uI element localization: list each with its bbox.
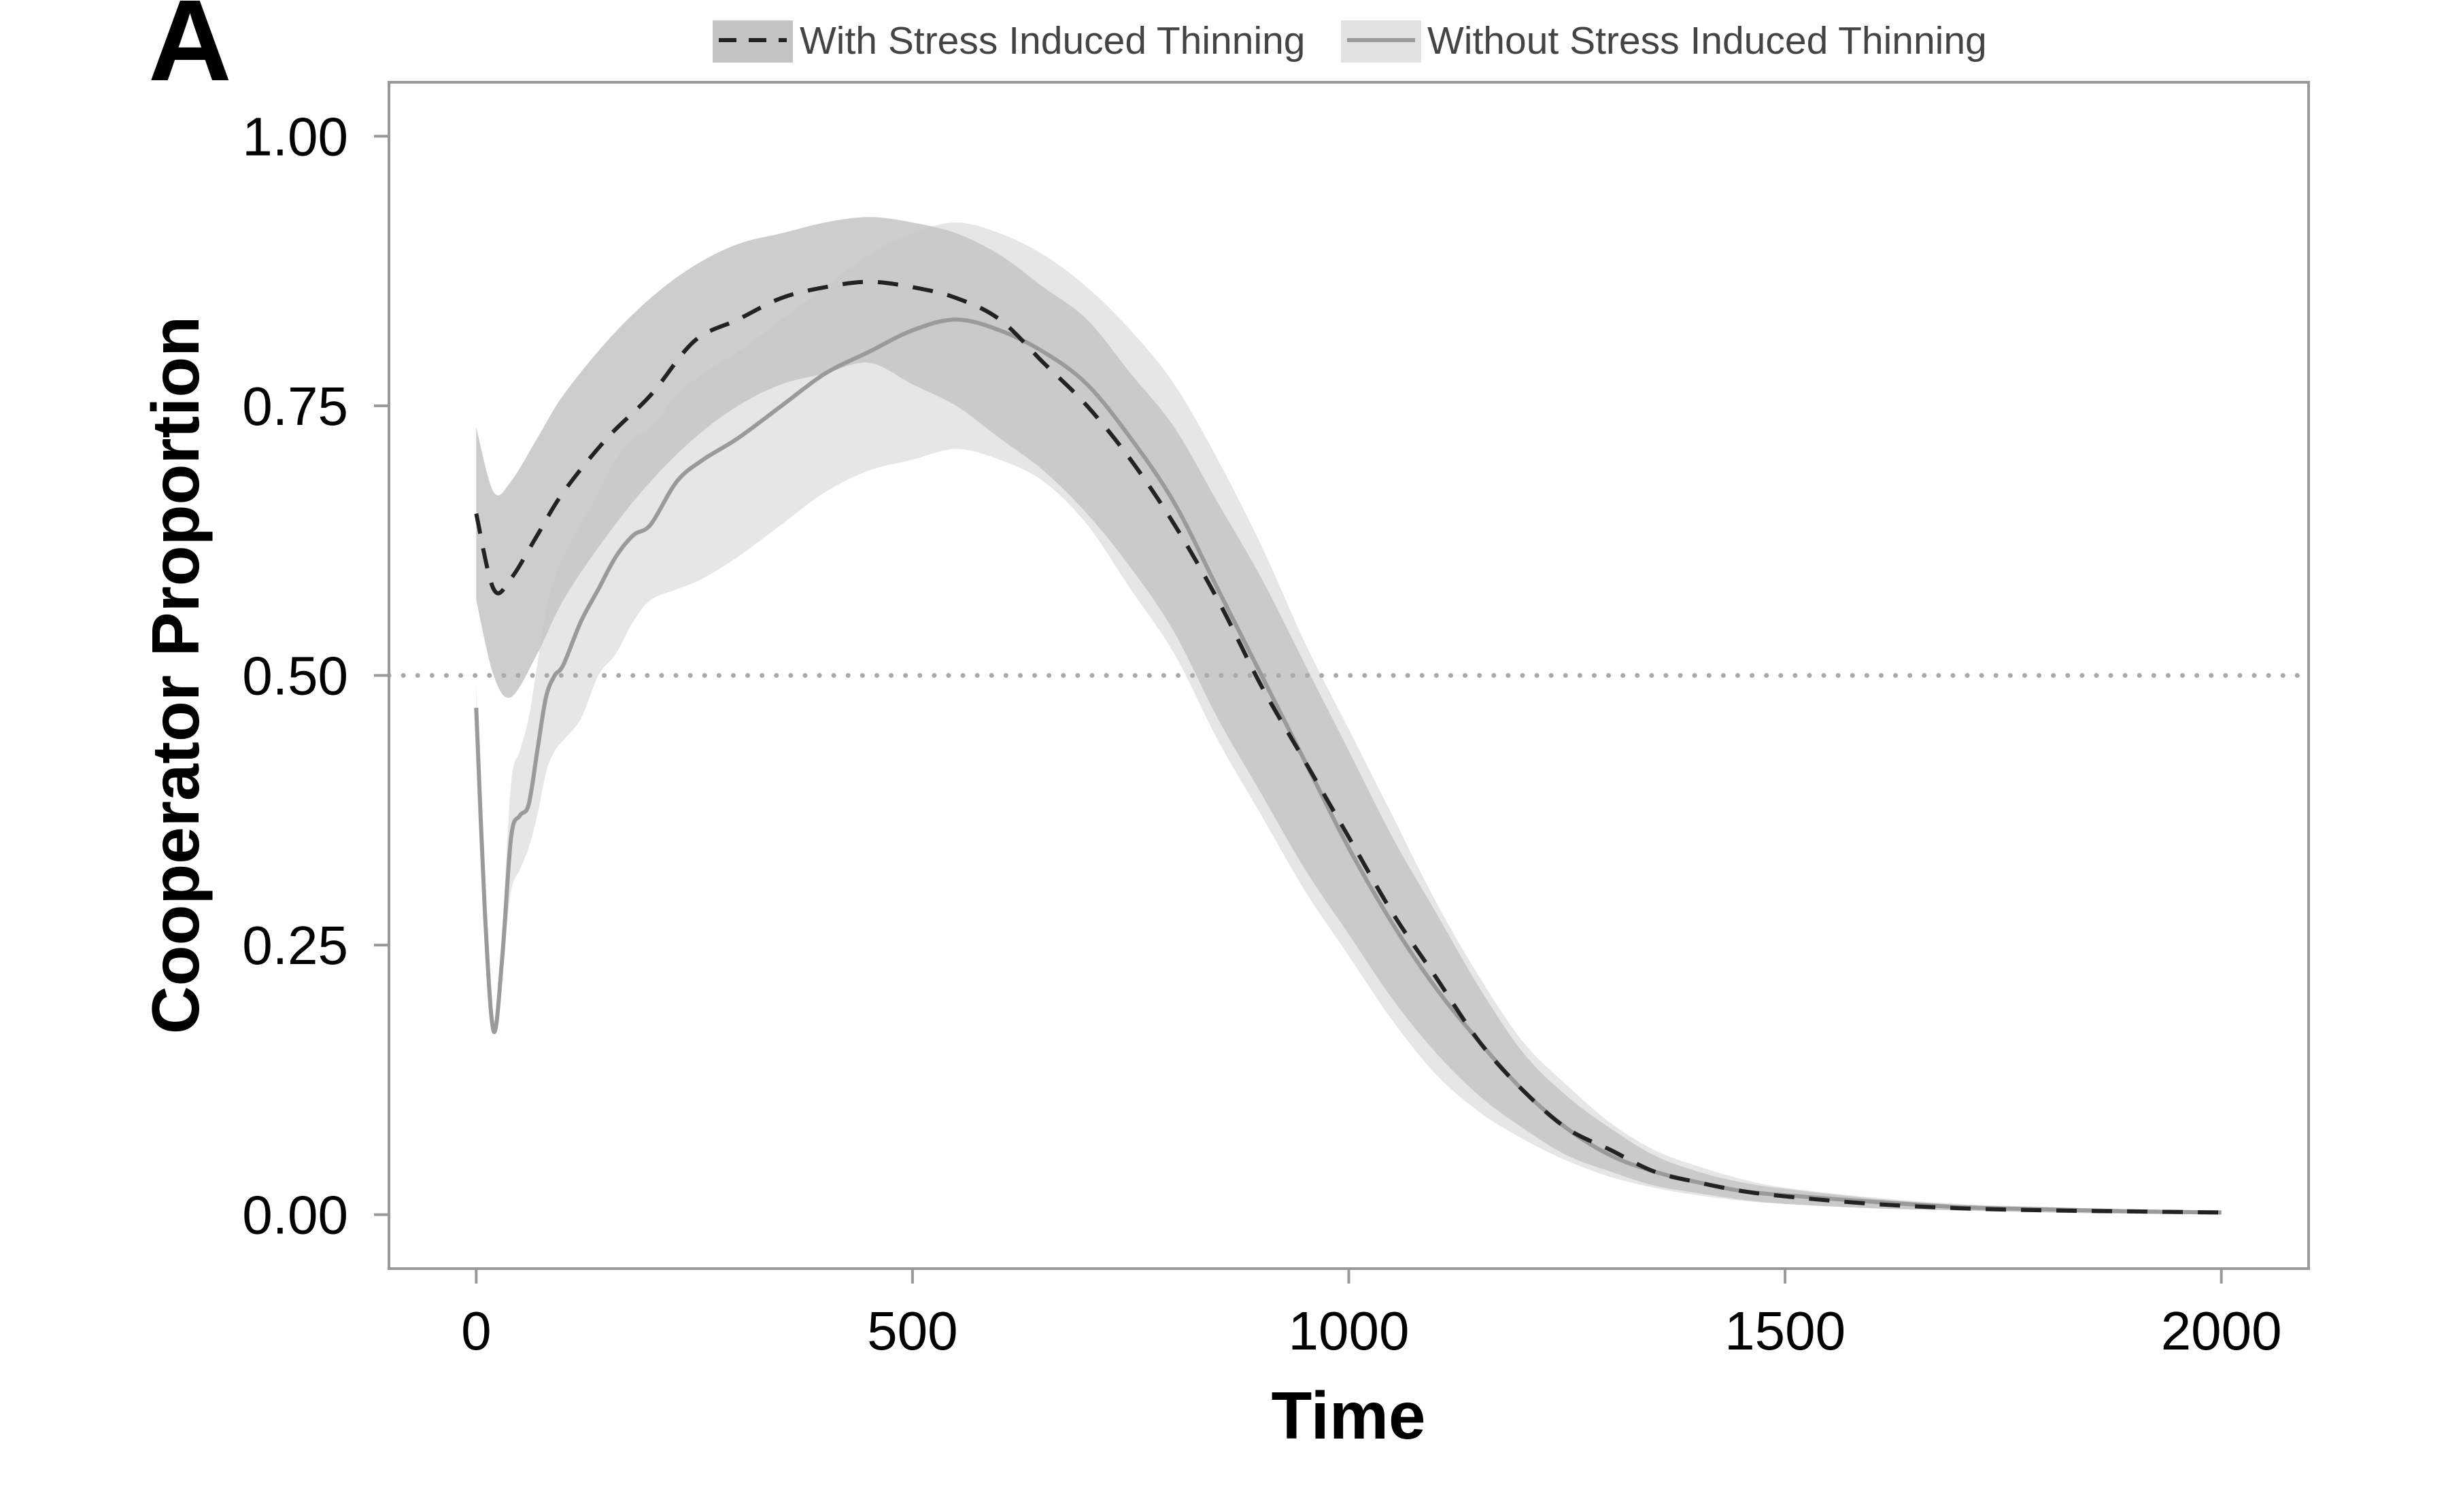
- y-tick-label: 0.00: [242, 1185, 348, 1245]
- y-tick-label: 0.50: [242, 646, 348, 706]
- legend-label-with-thinning: With Stress Induced Thinning: [800, 19, 1306, 63]
- x-tick-label: 2000: [2161, 1301, 2282, 1361]
- y-tick-label: 0.25: [242, 915, 348, 976]
- series-line-with-thinning: [474, 279, 2222, 1215]
- x-tick-label: 0: [461, 1301, 492, 1361]
- x-tick-label: 1500: [1724, 1301, 1846, 1361]
- confidence-bands: [476, 217, 2222, 1214]
- legend: With Stress Induced Thinning Without Str…: [713, 19, 1987, 63]
- y-tick-label: 0.75: [242, 376, 348, 436]
- panel-label: A: [148, 0, 232, 105]
- x-tick-label: 500: [867, 1301, 957, 1361]
- confidence-band-with-thinning: [476, 217, 2222, 1214]
- series-lines: [474, 279, 2222, 1215]
- x-axis: 0 500 1000 1500 2000: [461, 1269, 2282, 1361]
- y-tick-label: 1.00: [242, 106, 348, 167]
- x-axis-title: Time: [1272, 1378, 1426, 1453]
- legend-label-without-thinning: Without Stress Induced Thinning: [1427, 19, 1987, 63]
- y-axis: 0.00 0.25 0.50 0.75 1.00: [242, 106, 389, 1245]
- y-axis-title: Cooperator Proportion: [138, 316, 213, 1034]
- plot-area: [386, 81, 2311, 1270]
- x-tick-label: 1000: [1289, 1301, 1410, 1361]
